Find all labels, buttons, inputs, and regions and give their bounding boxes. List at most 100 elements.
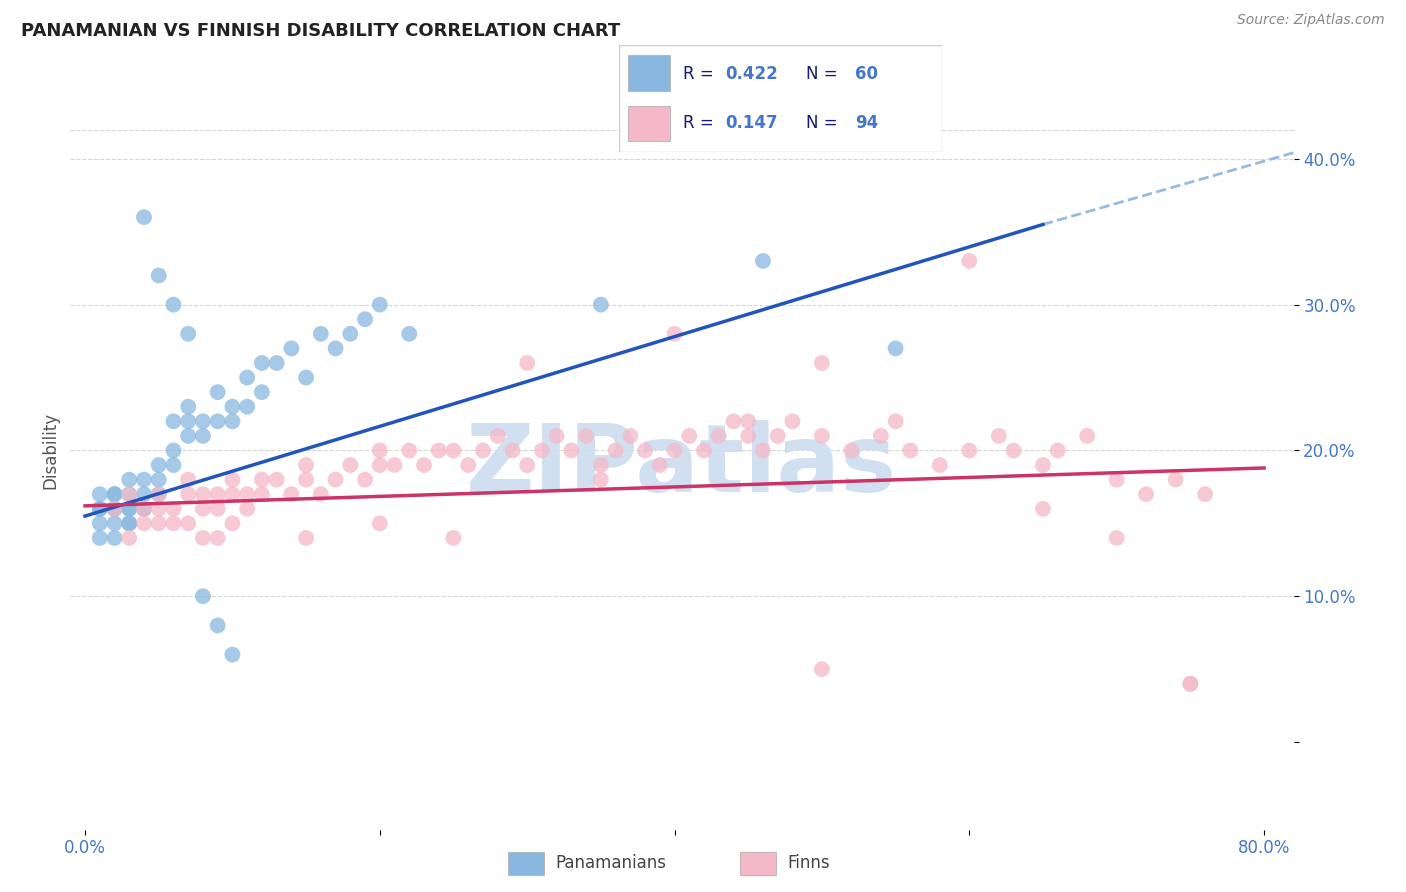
- Point: [89, 501, 111, 516]
- Point: [89, 516, 111, 531]
- Point: [354, 312, 377, 326]
- Point: [987, 429, 1010, 443]
- Point: [354, 473, 377, 487]
- Point: [177, 429, 200, 443]
- Point: [575, 429, 598, 443]
- Point: [103, 516, 125, 531]
- Point: [118, 531, 141, 545]
- Point: [221, 648, 243, 662]
- Point: [295, 370, 318, 384]
- FancyBboxPatch shape: [740, 852, 776, 875]
- Point: [516, 356, 538, 370]
- Point: [103, 487, 125, 501]
- Point: [177, 400, 200, 414]
- Point: [648, 458, 671, 472]
- Point: [221, 473, 243, 487]
- Point: [309, 326, 332, 341]
- Point: [207, 618, 229, 632]
- Point: [148, 487, 170, 501]
- Point: [148, 473, 170, 487]
- Point: [398, 443, 420, 458]
- Point: [132, 210, 155, 224]
- Point: [191, 531, 214, 545]
- Point: [266, 356, 288, 370]
- Point: [737, 429, 759, 443]
- Point: [162, 443, 184, 458]
- Point: [589, 298, 612, 312]
- Point: [1105, 473, 1128, 487]
- Point: [1046, 443, 1069, 458]
- Point: [898, 443, 921, 458]
- Point: [132, 487, 155, 501]
- Point: [841, 443, 863, 458]
- Point: [177, 473, 200, 487]
- Point: [221, 516, 243, 531]
- Point: [1180, 677, 1202, 691]
- Point: [339, 326, 361, 341]
- Point: [162, 501, 184, 516]
- Point: [752, 443, 775, 458]
- Point: [589, 458, 612, 472]
- Point: [884, 414, 907, 428]
- Point: [309, 487, 332, 501]
- Point: [89, 531, 111, 545]
- Point: [811, 356, 834, 370]
- Text: N =: N =: [806, 114, 844, 132]
- Point: [103, 487, 125, 501]
- Point: [619, 429, 641, 443]
- Point: [207, 531, 229, 545]
- Point: [1194, 487, 1216, 501]
- Point: [1180, 677, 1202, 691]
- Point: [957, 443, 980, 458]
- Point: [191, 429, 214, 443]
- Point: [413, 458, 436, 472]
- Point: [427, 443, 450, 458]
- Point: [339, 458, 361, 472]
- Point: [162, 458, 184, 472]
- Point: [295, 531, 318, 545]
- Point: [148, 516, 170, 531]
- Point: [368, 458, 391, 472]
- Point: [693, 443, 716, 458]
- Point: [118, 487, 141, 501]
- Text: PANAMANIAN VS FINNISH DISABILITY CORRELATION CHART: PANAMANIAN VS FINNISH DISABILITY CORRELA…: [21, 22, 620, 40]
- Point: [118, 501, 141, 516]
- Point: [678, 429, 700, 443]
- Point: [89, 501, 111, 516]
- Point: [560, 443, 582, 458]
- Text: Panamanians: Panamanians: [555, 855, 666, 872]
- Point: [177, 326, 200, 341]
- Y-axis label: Disability: Disability: [41, 412, 59, 489]
- Point: [486, 429, 509, 443]
- Point: [148, 501, 170, 516]
- Point: [530, 443, 553, 458]
- Point: [236, 501, 259, 516]
- Text: ZIPatlas: ZIPatlas: [467, 419, 897, 512]
- Point: [103, 531, 125, 545]
- Point: [782, 414, 804, 428]
- Point: [207, 501, 229, 516]
- Point: [250, 473, 273, 487]
- Point: [443, 443, 465, 458]
- Point: [177, 516, 200, 531]
- Point: [250, 487, 273, 501]
- Point: [207, 385, 229, 400]
- Point: [250, 385, 273, 400]
- Point: [191, 501, 214, 516]
- Point: [221, 400, 243, 414]
- Point: [221, 414, 243, 428]
- Point: [162, 298, 184, 312]
- Point: [118, 516, 141, 531]
- Point: [398, 326, 420, 341]
- Point: [207, 487, 229, 501]
- Point: [589, 473, 612, 487]
- FancyBboxPatch shape: [619, 45, 942, 152]
- Point: [664, 443, 686, 458]
- Text: 0.422: 0.422: [725, 64, 778, 82]
- Text: 60: 60: [855, 64, 877, 82]
- Point: [723, 414, 745, 428]
- Point: [1164, 473, 1187, 487]
- Point: [737, 414, 759, 428]
- Point: [132, 516, 155, 531]
- Point: [957, 254, 980, 268]
